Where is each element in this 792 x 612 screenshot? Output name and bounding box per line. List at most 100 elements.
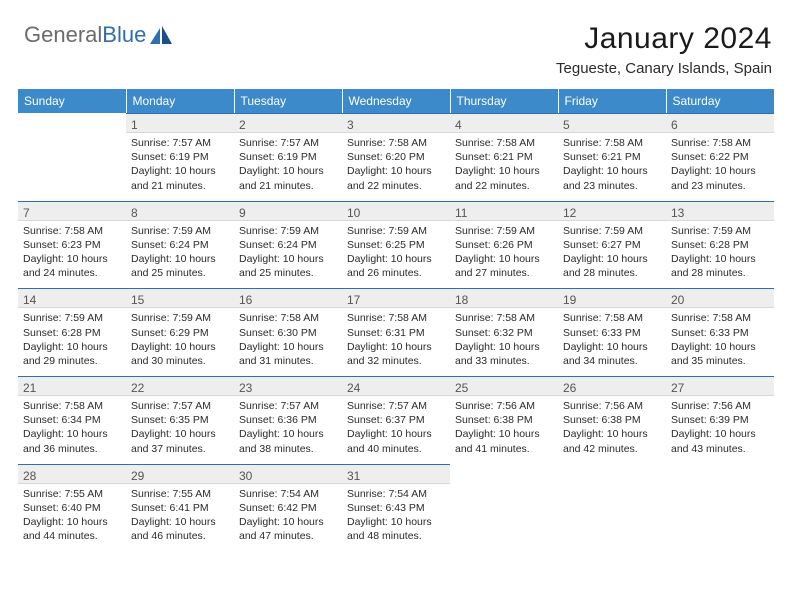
sunrise-line: Sunrise: 7:56 AM	[671, 399, 769, 413]
header: GeneralBlue January 2024 Tegueste, Canar…	[18, 22, 774, 77]
calendar-row: 7Sunrise: 7:58 AMSunset: 6:23 PMDaylight…	[18, 201, 774, 289]
daylight-line: Daylight: 10 hours and 38 minutes.	[239, 427, 337, 455]
sunset-label: Sunset:	[347, 327, 383, 339]
day-number: 21	[18, 376, 126, 396]
sunset-value: 6:37 PM	[386, 414, 425, 426]
calendar-cell: 21Sunrise: 7:58 AMSunset: 6:34 PMDayligh…	[18, 376, 126, 464]
calendar-cell: 19Sunrise: 7:58 AMSunset: 6:33 PMDayligh…	[558, 288, 666, 376]
day-number: 24	[342, 376, 450, 396]
daylight-label: Daylight:	[239, 428, 280, 440]
daylight-line: Daylight: 10 hours and 22 minutes.	[455, 164, 553, 192]
calendar-cell: 27Sunrise: 7:56 AMSunset: 6:39 PMDayligh…	[666, 376, 774, 464]
day-content: Sunrise: 7:58 AMSunset: 6:21 PMDaylight:…	[450, 133, 558, 201]
sunset-label: Sunset:	[131, 151, 167, 163]
sunset-value: 6:34 PM	[62, 414, 101, 426]
sunrise-label: Sunrise:	[455, 312, 494, 324]
calendar-cell: 18Sunrise: 7:58 AMSunset: 6:32 PMDayligh…	[450, 288, 558, 376]
sunset-value: 6:27 PM	[602, 239, 641, 251]
sunset-line: Sunset: 6:24 PM	[131, 238, 229, 252]
logo-text-2: Blue	[102, 22, 146, 47]
calendar-cell: 3Sunrise: 7:58 AMSunset: 6:20 PMDaylight…	[342, 113, 450, 201]
daylight-line: Daylight: 10 hours and 36 minutes.	[23, 427, 121, 455]
daylight-line: Daylight: 10 hours and 28 minutes.	[671, 252, 769, 280]
sunrise-value: 7:59 AM	[172, 225, 211, 237]
sunrise-line: Sunrise: 7:59 AM	[563, 224, 661, 238]
daylight-line: Daylight: 10 hours and 28 minutes.	[563, 252, 661, 280]
day-number: 6	[666, 113, 774, 133]
sunrise-label: Sunrise:	[23, 400, 62, 412]
weekday-header: Thursday	[450, 89, 558, 113]
daylight-label: Daylight:	[131, 516, 172, 528]
daylight-label: Daylight:	[23, 341, 64, 353]
sunset-line: Sunset: 6:33 PM	[671, 326, 769, 340]
sunrise-line: Sunrise: 7:54 AM	[239, 487, 337, 501]
sunset-value: 6:39 PM	[710, 414, 749, 426]
sunset-line: Sunset: 6:19 PM	[131, 150, 229, 164]
calendar-cell: 29Sunrise: 7:55 AMSunset: 6:41 PMDayligh…	[126, 464, 234, 552]
day-number: 14	[18, 288, 126, 308]
daylight-line: Daylight: 10 hours and 30 minutes.	[131, 340, 229, 368]
daylight-label: Daylight:	[347, 428, 388, 440]
sunset-label: Sunset:	[671, 151, 707, 163]
sunrise-value: 7:59 AM	[388, 225, 427, 237]
sunset-line: Sunset: 6:39 PM	[671, 413, 769, 427]
daylight-line: Daylight: 10 hours and 21 minutes.	[131, 164, 229, 192]
sunset-value: 6:38 PM	[602, 414, 641, 426]
sunset-label: Sunset:	[455, 151, 491, 163]
weekday-header: Sunday	[18, 89, 126, 113]
daylight-line: Daylight: 10 hours and 35 minutes.	[671, 340, 769, 368]
sunset-value: 6:35 PM	[170, 414, 209, 426]
sunset-label: Sunset:	[455, 414, 491, 426]
sunset-line: Sunset: 6:24 PM	[239, 238, 337, 252]
calendar-body: 1Sunrise: 7:57 AMSunset: 6:19 PMDaylight…	[18, 113, 774, 551]
calendar-cell: 13Sunrise: 7:59 AMSunset: 6:28 PMDayligh…	[666, 201, 774, 289]
sunrise-line: Sunrise: 7:57 AM	[347, 399, 445, 413]
sunset-label: Sunset:	[239, 327, 275, 339]
daylight-label: Daylight:	[239, 341, 280, 353]
day-content: Sunrise: 7:58 AMSunset: 6:33 PMDaylight:…	[666, 308, 774, 376]
sunrise-value: 7:55 AM	[172, 488, 211, 500]
day-number: 16	[234, 288, 342, 308]
sunset-label: Sunset:	[239, 502, 275, 514]
weekday-header: Monday	[126, 89, 234, 113]
day-content: Sunrise: 7:58 AMSunset: 6:20 PMDaylight:…	[342, 133, 450, 201]
title-block: January 2024 Tegueste, Canary Islands, S…	[556, 22, 772, 77]
day-number: 3	[342, 113, 450, 133]
sunset-line: Sunset: 6:25 PM	[347, 238, 445, 252]
sunset-value: 6:28 PM	[710, 239, 749, 251]
sunrise-label: Sunrise:	[455, 137, 494, 149]
calendar-cell: 11Sunrise: 7:59 AMSunset: 6:26 PMDayligh…	[450, 201, 558, 289]
sunrise-label: Sunrise:	[671, 312, 710, 324]
sunrise-value: 7:57 AM	[172, 137, 211, 149]
daylight-label: Daylight:	[671, 341, 712, 353]
daylight-label: Daylight:	[563, 428, 604, 440]
daylight-label: Daylight:	[671, 253, 712, 265]
sunrise-line: Sunrise: 7:58 AM	[671, 311, 769, 325]
daylight-line: Daylight: 10 hours and 21 minutes.	[239, 164, 337, 192]
daylight-line: Daylight: 10 hours and 44 minutes.	[23, 515, 121, 543]
calendar-cell: 24Sunrise: 7:57 AMSunset: 6:37 PMDayligh…	[342, 376, 450, 464]
sunrise-line: Sunrise: 7:58 AM	[563, 136, 661, 150]
sunset-value: 6:23 PM	[62, 239, 101, 251]
daylight-line: Daylight: 10 hours and 46 minutes.	[131, 515, 229, 543]
day-content: Sunrise: 7:59 AMSunset: 6:24 PMDaylight:…	[126, 221, 234, 289]
sunset-value: 6:36 PM	[278, 414, 317, 426]
day-content: Sunrise: 7:54 AMSunset: 6:43 PMDaylight:…	[342, 484, 450, 552]
day-number: 12	[558, 201, 666, 221]
daylight-label: Daylight:	[347, 516, 388, 528]
sunrise-label: Sunrise:	[347, 488, 386, 500]
calendar-cell	[558, 464, 666, 552]
sunset-label: Sunset:	[131, 327, 167, 339]
day-content: Sunrise: 7:58 AMSunset: 6:33 PMDaylight:…	[558, 308, 666, 376]
sunrise-value: 7:58 AM	[496, 137, 535, 149]
day-number: 30	[234, 464, 342, 484]
daylight-line: Daylight: 10 hours and 41 minutes.	[455, 427, 553, 455]
sunset-line: Sunset: 6:29 PM	[131, 326, 229, 340]
day-content: Sunrise: 7:57 AMSunset: 6:19 PMDaylight:…	[126, 133, 234, 201]
sunrise-label: Sunrise:	[239, 225, 278, 237]
sunset-value: 6:22 PM	[710, 151, 749, 163]
sunrise-label: Sunrise:	[131, 137, 170, 149]
sunset-label: Sunset:	[239, 239, 275, 251]
daylight-label: Daylight:	[347, 253, 388, 265]
sunrise-label: Sunrise:	[563, 137, 602, 149]
